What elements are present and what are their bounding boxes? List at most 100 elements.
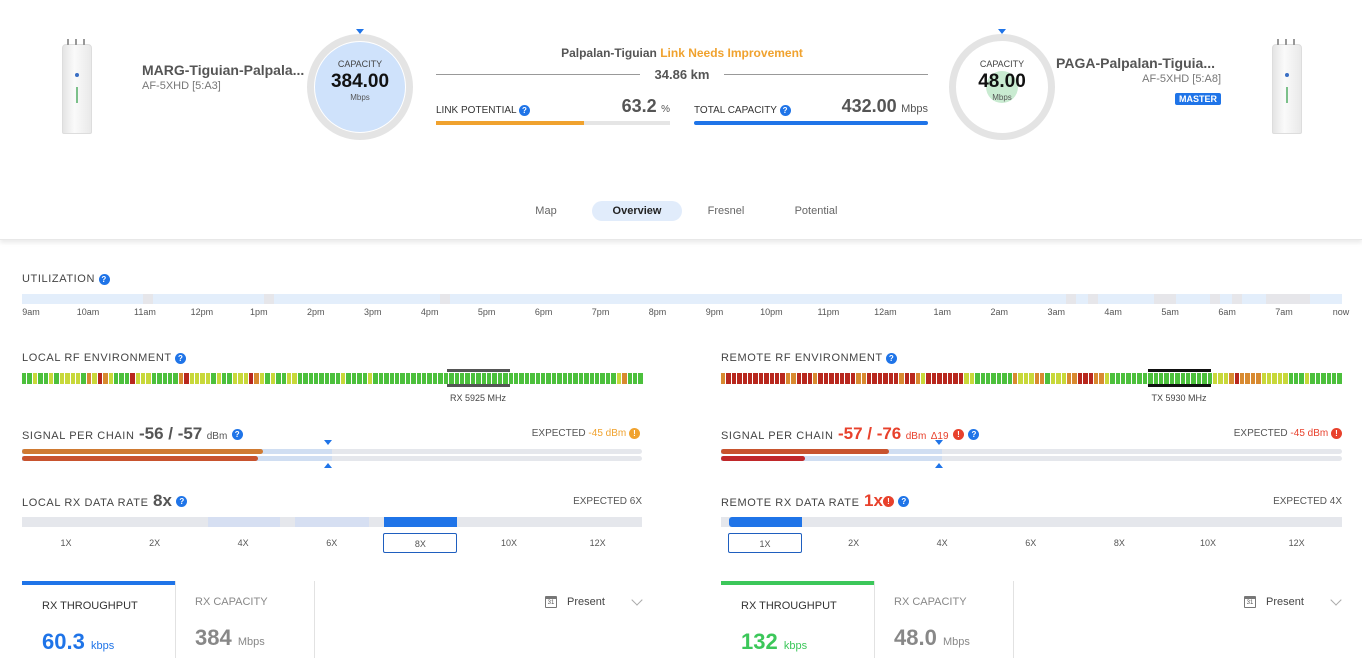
rate-option-10x[interactable]: 10X [1199, 538, 1216, 548]
master-badge: MASTER [1175, 93, 1221, 105]
help-icon[interactable]: ? [886, 352, 898, 364]
rf-channel [1180, 373, 1185, 384]
rate-option-6x[interactable]: 6X [326, 538, 338, 548]
utilization-bar[interactable] [22, 294, 1342, 304]
help-icon[interactable]: ? [175, 352, 187, 364]
local-period-select[interactable]: 31 Present [545, 594, 643, 608]
rf-channel [578, 373, 584, 384]
rf-channel [937, 373, 942, 384]
rf-channel [319, 373, 324, 384]
local-chain-0-bar [22, 449, 642, 454]
rf-channel [948, 373, 953, 384]
rf-channel [1272, 373, 1277, 384]
rf-channel [1294, 373, 1299, 384]
rf-channel [1218, 373, 1223, 384]
link-distance: 34.86 km [654, 67, 710, 82]
rate-option-4x[interactable]: 4X [237, 538, 249, 548]
help-icon[interactable]: ? [898, 496, 910, 508]
rf-channel [845, 373, 850, 384]
rf-channel [211, 373, 216, 384]
rf-channel [1094, 373, 1099, 384]
help-icon[interactable]: ? [968, 429, 980, 441]
rf-channel [926, 373, 931, 384]
rate-option-2x[interactable]: 2X [149, 538, 161, 548]
local-rate-value: 8x [152, 491, 172, 510]
rf-channel [303, 373, 308, 384]
help-icon[interactable]: ? [98, 273, 110, 285]
tab-potential[interactable]: Potential [794, 205, 838, 217]
remote-rf-spectrum[interactable] [721, 373, 1342, 384]
rf-channel [205, 373, 211, 384]
rate-option-8x[interactable]: 8X [383, 533, 458, 553]
rf-channel [173, 373, 178, 384]
rf-channel [1137, 373, 1142, 384]
utilization-tick: 2am [990, 307, 1009, 317]
rate-option-8x[interactable]: 8X [1113, 538, 1125, 548]
rf-channel [915, 373, 921, 384]
help-icon[interactable]: ? [779, 105, 791, 116]
rf-channel [1099, 373, 1104, 384]
rf-channel [1326, 373, 1331, 384]
rf-channel [1337, 373, 1342, 384]
remote-device-name[interactable]: PAGA-Palpalan-Tiguia... [1056, 55, 1215, 71]
help-icon[interactable]: ? [519, 105, 530, 116]
calendar-icon: 31 [1244, 596, 1256, 608]
rate-option-12x[interactable]: 12X [1288, 538, 1305, 548]
utilization-tick: 4am [1104, 307, 1122, 317]
local-rx-throughput-tab[interactable]: RX THROUGHPUT 60.3 kbps [22, 581, 175, 658]
rate-option-2x[interactable]: 2X [848, 538, 860, 548]
rate-option-10x[interactable]: 10X [500, 538, 517, 548]
rate-option-12x[interactable]: 12X [589, 538, 606, 548]
rate-option-1x[interactable]: 1X [728, 533, 802, 553]
help-icon[interactable]: ? [176, 496, 188, 508]
rf-channel [1207, 373, 1212, 384]
link-name: Palpalan-Tiguian [561, 46, 657, 60]
remote-signal-value: -57 / -76 [837, 424, 902, 443]
rf-channel [43, 373, 49, 384]
rf-channel [227, 373, 232, 384]
tab-overview[interactable]: Overview [592, 201, 682, 221]
remote-rate-value: 1x [863, 491, 883, 510]
link-potential-value: 63.2 % [621, 96, 670, 116]
rf-channel [1315, 373, 1321, 384]
rf-channel [1067, 373, 1072, 384]
rf-channel [1115, 373, 1121, 384]
utilization-tick: 9am [22, 307, 40, 317]
remote-rx-capacity-tab[interactable]: RX CAPACITY 48.0 Mbps [894, 596, 970, 650]
rate-option-1x[interactable]: 1X [60, 538, 72, 548]
rf-channel [921, 373, 926, 384]
local-rate-label: LOCAL RX DATA RATE [22, 497, 149, 509]
rf-channel [184, 373, 189, 384]
tab-map[interactable]: Map [535, 205, 557, 217]
rf-channel [1072, 373, 1077, 384]
remote-period-select[interactable]: 31 Present [1244, 594, 1342, 608]
rate-option-4x[interactable]: 4X [936, 538, 948, 548]
local-device-name[interactable]: MARG-Tiguian-Palpala... [142, 62, 305, 78]
rate-option-6x[interactable]: 6X [1025, 538, 1037, 548]
rf-channel [411, 373, 416, 384]
rf-channel [465, 373, 470, 384]
rf-channel [1229, 373, 1234, 384]
rf-channel [904, 373, 910, 384]
rf-channel [422, 373, 427, 384]
rf-channel [638, 373, 643, 384]
rf-channel [611, 373, 616, 384]
help-icon[interactable]: ? [231, 429, 243, 441]
rf-channel [726, 373, 731, 384]
rf-channel [178, 373, 184, 384]
rf-channel [721, 373, 726, 384]
rf-channel [259, 373, 265, 384]
rf-channel [151, 373, 157, 384]
remote-rx-throughput-tab[interactable]: RX THROUGHPUT 132 kbps [721, 581, 874, 658]
tab-fresnel[interactable]: Fresnel [707, 205, 745, 217]
rf-channel [964, 373, 969, 384]
rf-channel [281, 373, 286, 384]
rf-channel [113, 373, 119, 384]
local-rf-spectrum[interactable] [22, 373, 643, 384]
rf-channel [76, 373, 81, 384]
local-expected-signal: -45 dBm [588, 428, 627, 440]
rf-channel [470, 373, 476, 384]
local-rx-capacity-tab[interactable]: RX CAPACITY 384 Mbps [195, 596, 268, 650]
rf-channel [459, 373, 465, 384]
rf-channel [769, 373, 775, 384]
